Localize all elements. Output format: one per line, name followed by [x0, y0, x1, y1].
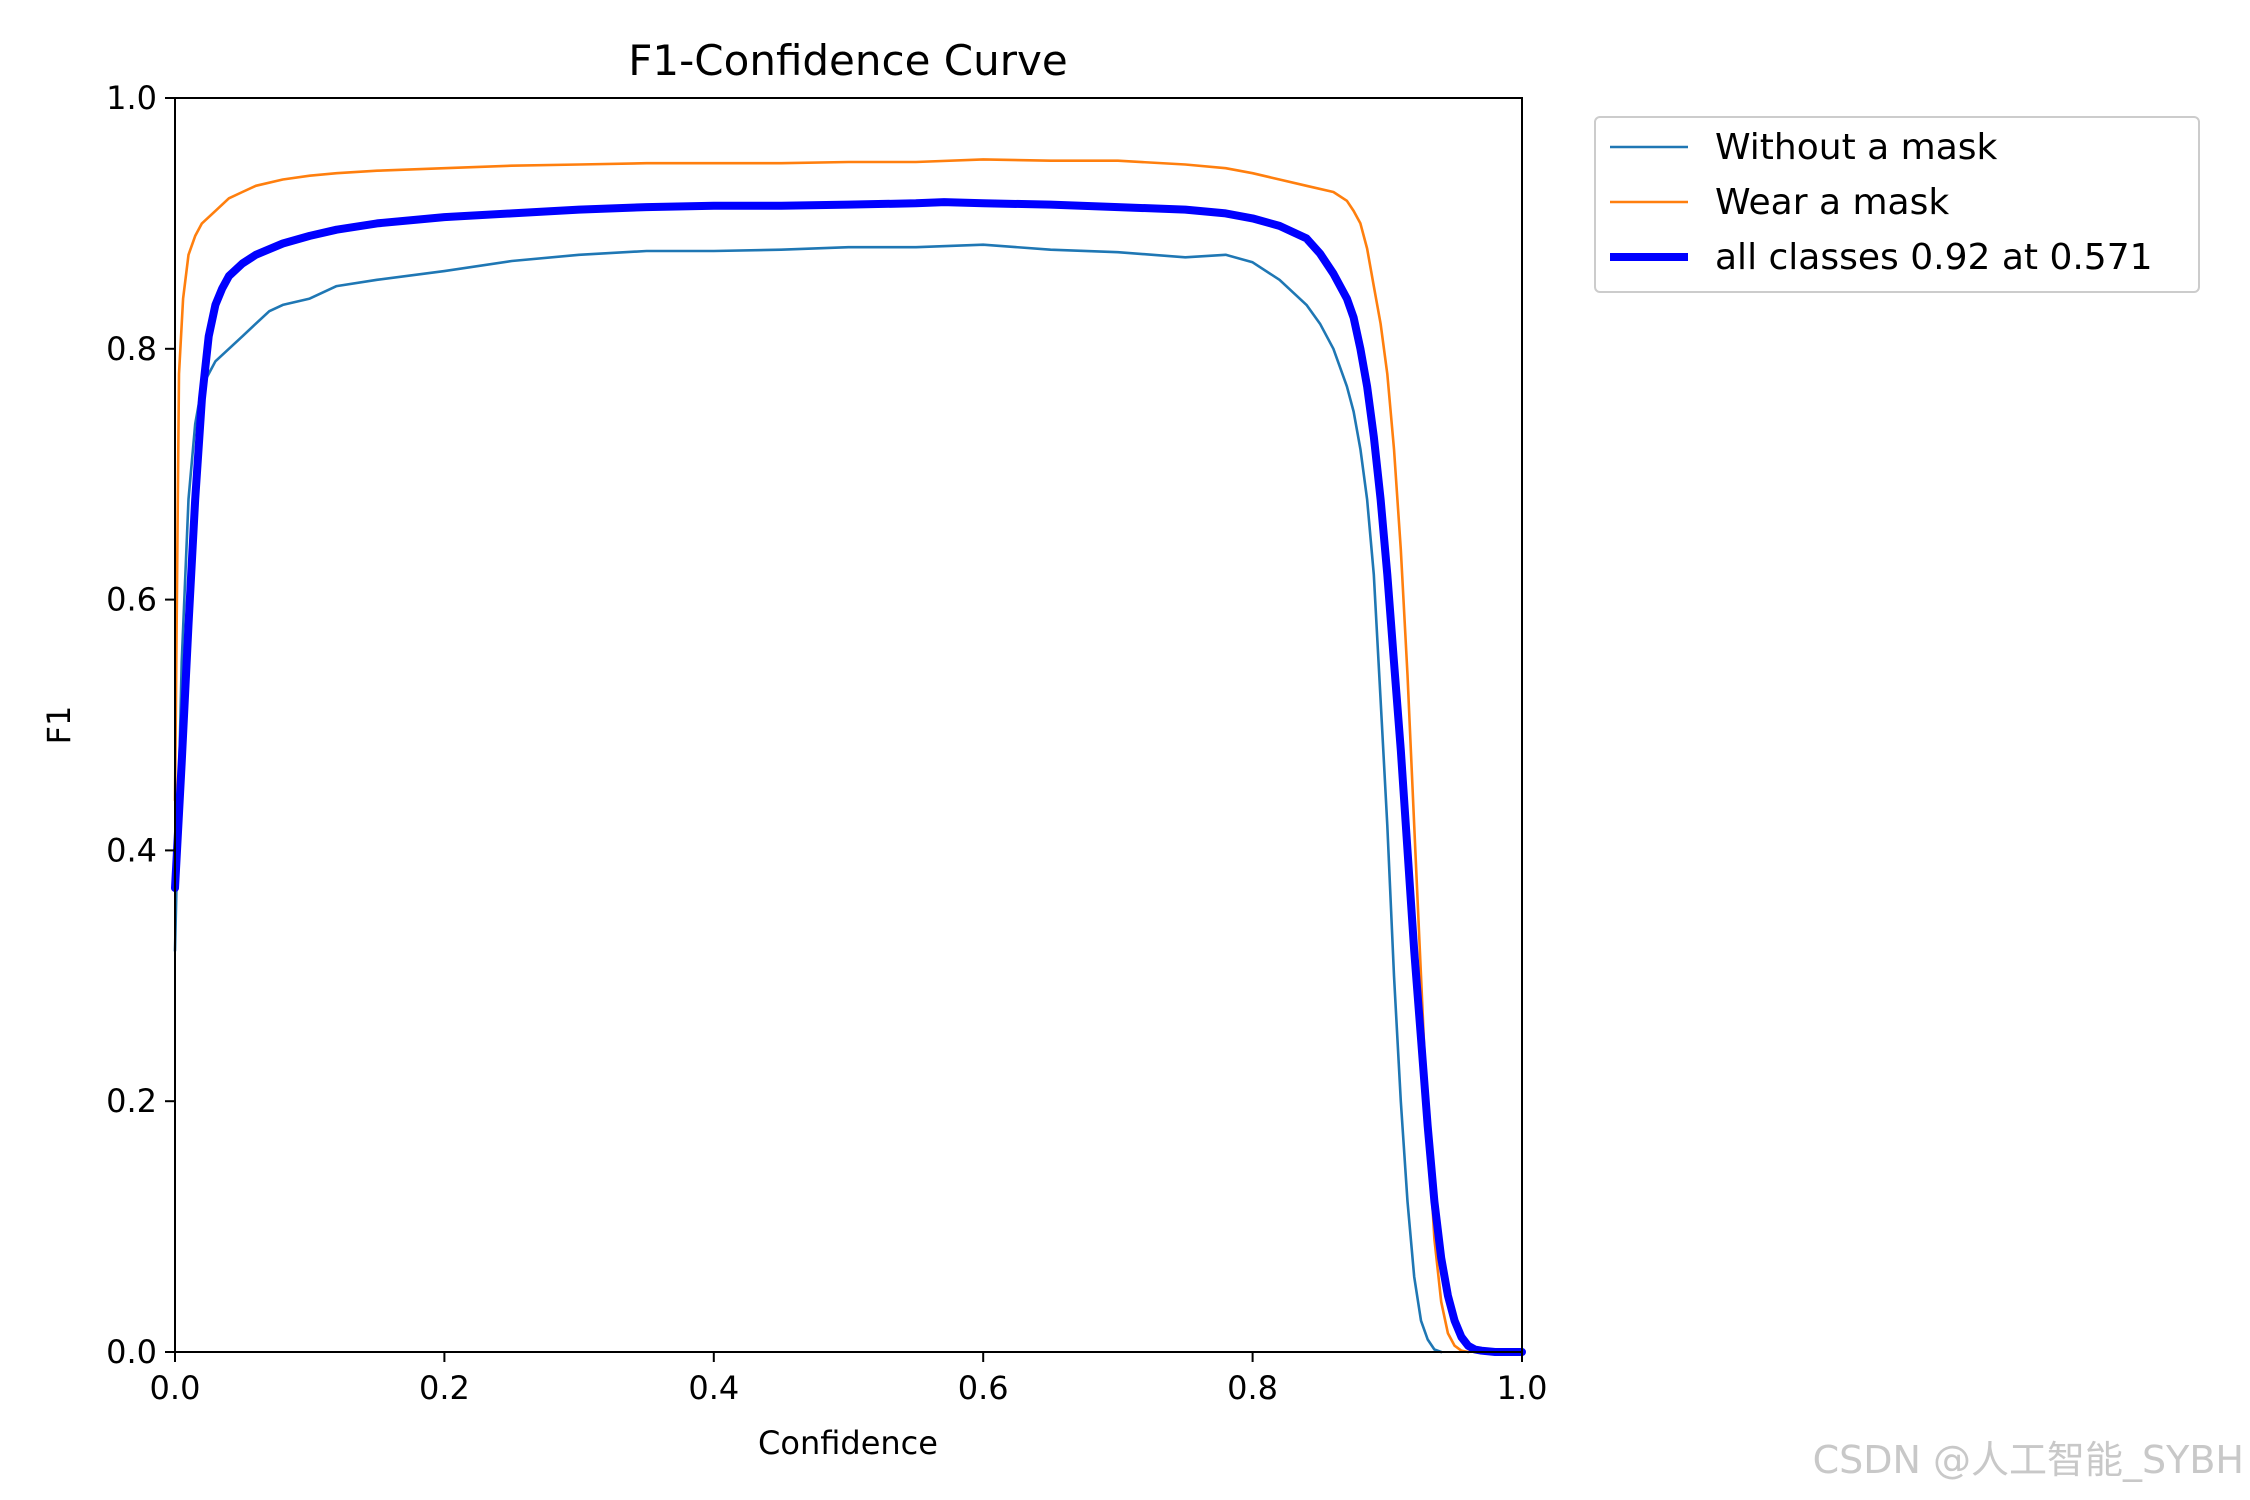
legend-box: [1594, 116, 2200, 293]
x-tick-label: 0.8: [1227, 1369, 1278, 1407]
x-axis-ticks: 0.0 0.2 0.4 0.6 0.8 1.0: [150, 1352, 1548, 1407]
plot-frame: [174, 97, 1523, 1353]
x-tick-label: 1.0: [1497, 1369, 1548, 1407]
x-tick-label: 0.2: [419, 1369, 470, 1407]
y-tick-label: 0.6: [106, 581, 157, 619]
y-tick-label: 0.4: [106, 831, 157, 869]
legend-label-3: all classes 0.92 at 0.571: [1715, 237, 2153, 278]
y-tick-label: 0.2: [106, 1082, 157, 1120]
x-tick-label: 0.4: [688, 1369, 739, 1407]
legend: Without a mask Wear a mask all classes 0.9…: [1594, 116, 2200, 293]
series-line-3: [171, 198, 1526, 1356]
series-lines: [171, 158, 1526, 1356]
x-axis-label: Confidence: [758, 1424, 938, 1462]
y-tick-label: 0.0: [106, 1333, 157, 1371]
series-line-2: [173, 158, 1470, 1354]
x-tick-label: 0.6: [958, 1369, 1009, 1407]
chart-title: F1-Confidence Curve: [628, 36, 1067, 85]
watermark: CSDN @人工智能_SYBH: [1812, 1438, 2244, 1482]
legend-label-1: Without a mask: [1715, 127, 1998, 168]
y-tick-label: 0.8: [106, 330, 157, 368]
x-tick-label: 0.0: [150, 1369, 201, 1407]
y-axis-label: F1: [40, 706, 78, 745]
y-axis-ticks: 0.0 0.2 0.4 0.6 0.8 1.0: [106, 79, 175, 1371]
legend-label-2: Wear a mask: [1715, 182, 1949, 223]
y-tick-label: 1.0: [106, 79, 157, 117]
series-line-1: [173, 243, 1443, 1354]
